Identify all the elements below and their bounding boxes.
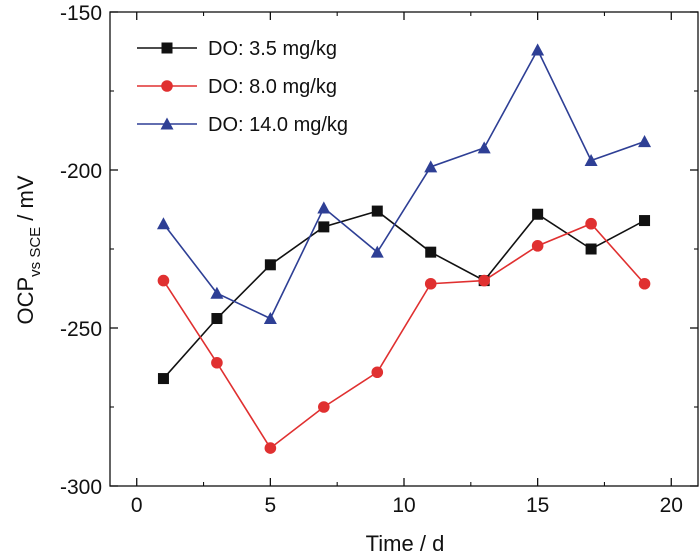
y-tick-label: -200 — [60, 160, 102, 183]
legend-label: DO: 8.0 mg/kg — [208, 76, 337, 98]
data-point — [210, 286, 224, 299]
data-point — [371, 366, 384, 379]
x-tick-label: 15 — [526, 494, 549, 517]
legend-label: DO: 14.0 mg/kg — [208, 114, 348, 136]
data-point — [585, 243, 597, 255]
data-point — [156, 217, 170, 230]
legend-marker — [160, 117, 174, 130]
legend-item: DO: 8.0 mg/kg — [137, 76, 337, 98]
legend: DO: 3.5 mg/kg DO: 8.0 mg/kg DO: 14.0 mg/kg — [137, 38, 348, 136]
x-tick-label: 10 — [392, 494, 415, 517]
legend-label: DO: 3.5 mg/kg — [208, 38, 337, 60]
y-axis-title-main: OCP — [13, 277, 38, 325]
data-point — [477, 141, 491, 154]
series-line — [162, 48, 645, 320]
data-point — [531, 43, 545, 56]
data-point — [157, 274, 170, 287]
x-tick-label: 0 — [131, 494, 143, 517]
series-2 — [157, 217, 651, 454]
series-1 — [157, 205, 651, 385]
data-point — [317, 201, 331, 214]
y-tick-label: -250 — [60, 318, 102, 341]
data-point — [370, 245, 384, 258]
series-3 — [156, 43, 652, 325]
legend-item: DO: 3.5 mg/kg — [137, 38, 337, 60]
y-axis-title-unit: / mV — [13, 175, 38, 227]
data-point — [264, 442, 277, 454]
y-tick-label: -150 — [60, 2, 102, 25]
data-point — [638, 135, 652, 148]
data-point — [478, 274, 490, 287]
data-point — [585, 217, 597, 230]
legend-marker — [161, 42, 173, 54]
legend-marker — [161, 80, 173, 92]
legend-item: DO: 14.0 mg/kg — [137, 114, 348, 136]
series-line — [162, 222, 646, 450]
axes-layer: 0 5 10 15 20 -300 -250 -200 -150 — [60, 2, 698, 517]
data-point — [371, 205, 383, 217]
y-axis-title-subscript: vs SCE — [27, 227, 44, 277]
data-point — [211, 356, 223, 369]
x-tick-label: 20 — [660, 494, 683, 517]
data-point — [157, 373, 169, 385]
data-point — [318, 401, 330, 413]
series-layer — [156, 43, 652, 454]
data-point — [318, 221, 330, 233]
y-tick-label: -300 — [60, 476, 102, 499]
plot-area — [109, 11, 699, 487]
x-axis-title: Time / d — [366, 531, 445, 556]
data-point — [424, 160, 438, 173]
data-point — [639, 215, 651, 227]
data-point — [531, 240, 544, 252]
data-point — [424, 277, 437, 290]
data-point — [263, 312, 277, 325]
data-point — [211, 313, 223, 325]
data-point — [425, 246, 437, 258]
x-tick-label: 5 — [265, 494, 277, 517]
svg-text:OCPvs SCE / mV: OCPvs SCE / mV — [13, 175, 44, 324]
data-point — [264, 259, 276, 271]
data-point — [638, 277, 651, 290]
data-point — [584, 154, 598, 167]
y-axis-title: OCPvs SCE / mV — [13, 175, 44, 324]
series-line — [162, 210, 645, 380]
plot-frame — [109, 11, 699, 487]
data-point — [532, 208, 544, 220]
